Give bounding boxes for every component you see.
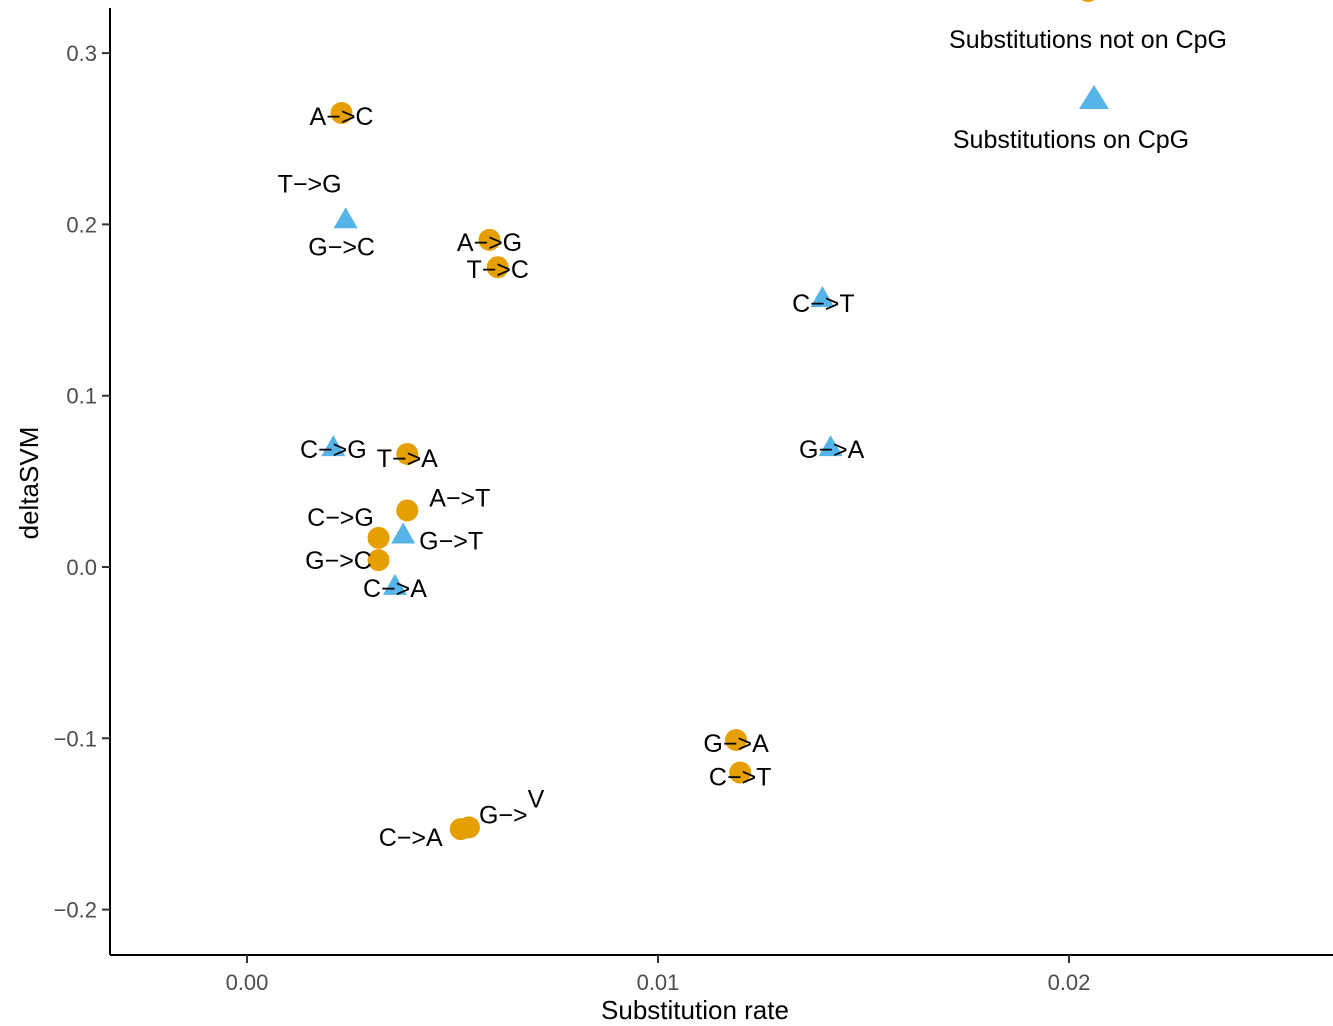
y-tick-label: −0.1 [54, 726, 97, 751]
point-label: C−>A [379, 824, 443, 852]
point-not-cpg [478, 228, 501, 251]
legend-label-cpg: Substitutions on CpG [953, 126, 1189, 154]
point-label: G−>C [308, 233, 375, 261]
point-not-cpg [330, 102, 353, 125]
point-not-cpg [396, 499, 419, 522]
x-tick-label: 0.00 [226, 970, 269, 995]
legend-triangle-marker [1079, 85, 1109, 109]
point-not-cpg [729, 761, 752, 784]
point-label: A−>T [429, 484, 490, 512]
y-tick-label: 0.2 [66, 212, 97, 237]
point-cpg [382, 573, 407, 595]
point-label: C−>T [792, 290, 855, 318]
point-label: T−>G [278, 170, 342, 198]
point-not-cpg [367, 526, 390, 549]
x-tick-label: 0.01 [637, 970, 680, 995]
point-cpg [321, 435, 346, 457]
point-label: G−>A [799, 436, 865, 464]
point-label: C−>T [709, 764, 772, 792]
point-not-cpg [725, 729, 748, 752]
point-label: T−>C [466, 256, 529, 284]
point-cpg [391, 522, 416, 544]
y-ticks: −0.2 −0.1 0.0 0.1 0.2 0.3 [54, 41, 110, 923]
y-tick-label: 0.3 [66, 41, 97, 66]
point-cpg [818, 435, 843, 457]
y-tick-label: 0.0 [66, 555, 97, 580]
point-label: C−>G [300, 436, 367, 464]
point-not-cpg [396, 442, 419, 465]
point-label: A−>C [310, 103, 374, 131]
legend: Substitutions not on CpG Substitutions o… [949, 0, 1227, 154]
point-not-cpg [367, 549, 390, 572]
point-not-cpg [486, 256, 509, 279]
point-label: C−>A [363, 575, 427, 603]
point-not-cpg [457, 816, 480, 839]
axes: 0.00 0.01 0.02 −0.2 −0.1 0.0 0.1 0.2 0.3 Substi… [14, 8, 1333, 1025]
data-labels: A−>C A−>GT−>C T−>A A−>T C−>G G−>C G−>A C−>T C−>A… [278, 103, 865, 852]
point-label: G−>C [305, 547, 372, 575]
point-label: G−>A [703, 730, 769, 758]
point-label: G−>T [419, 527, 483, 555]
x-ticks: 0.00 0.01 0.02 [226, 955, 1091, 995]
point-cpg [333, 207, 358, 229]
x-tick-label: 0.02 [1048, 970, 1091, 995]
legend-label-not-cpg: Substitutions not on CpG [949, 26, 1227, 54]
point-label: T−>A [377, 445, 438, 473]
point-label: A−>G [457, 229, 522, 257]
x-axis-title: Substitution rate [601, 995, 789, 1025]
y-tick-label: 0.1 [66, 384, 97, 409]
point-label: C−>G [307, 504, 374, 532]
data-points [321, 102, 843, 841]
point-label: G−>V [479, 785, 545, 829]
y-axis-title: deltaSVM [14, 427, 44, 540]
legend-circle-marker [1081, 0, 1095, 2]
point-cpg [810, 286, 835, 308]
y-tick-label: −0.2 [54, 898, 97, 923]
